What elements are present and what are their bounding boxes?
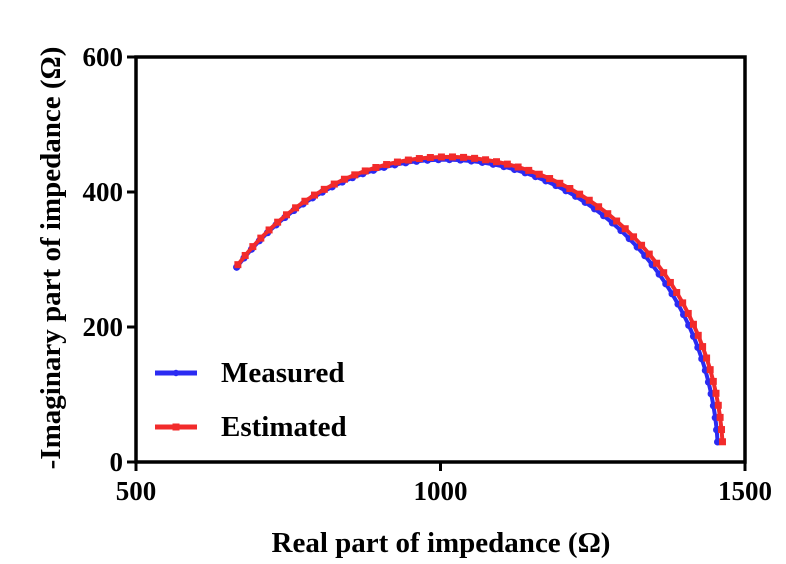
data-point-estimated [556,179,564,187]
data-point-estimated [645,250,653,258]
data-point-estimated [383,161,391,169]
series-line-measured [235,157,720,443]
data-point-estimated [492,158,500,166]
data-point-estimated [234,261,242,269]
data-point-estimated [393,158,401,166]
y-tick-label: 600 [83,42,124,72]
data-point-estimated [320,185,328,193]
data-point-estimated [372,164,380,172]
y-tick-label: 400 [83,177,124,207]
legend-marker-estimated [172,423,180,431]
data-point-estimated [340,175,348,183]
data-point-estimated [301,197,309,205]
data-point-estimated [257,234,265,242]
data-point-estimated [679,299,687,307]
data-point-estimated [718,438,726,446]
x-tick-label: 1500 [718,476,772,506]
y-tick-label: 200 [83,312,124,342]
data-point-estimated [546,175,554,183]
data-point-estimated [437,153,445,161]
data-point-estimated [535,170,543,178]
data-point-estimated [666,278,674,286]
data-point-estimated [585,196,593,204]
data-point-estimated [274,218,282,226]
data-point-estimated [426,154,434,162]
data-point-estimated [361,167,369,175]
y-axis-title: -Imaginary part of impedance (Ω) [35,47,67,470]
data-point-estimated [310,191,318,199]
data-point-estimated [503,160,511,168]
data-point-estimated [330,180,338,188]
data-point-estimated [694,331,702,339]
data-point-estimated [292,204,300,212]
data-point-estimated [482,156,490,164]
data-point-estimated [471,154,479,162]
x-tick-label: 500 [116,476,157,506]
legend-marker-measured [172,369,180,377]
legend-label-measured: Measured [221,357,345,389]
data-point-estimated [525,166,533,174]
data-point-estimated [282,211,290,219]
data-point-estimated [714,401,722,409]
data-point-estimated [630,233,638,241]
data-point-estimated [718,426,726,434]
data-point-estimated [673,289,681,297]
legend: Measured Estimated [155,357,347,443]
legend-item-measured: Measured [155,357,345,389]
data-point-estimated [448,153,456,161]
series-line-estimated [236,154,725,442]
data-point-estimated [712,389,720,397]
x-tick-label: 1000 [414,476,468,506]
data-point-estimated [699,343,707,351]
data-point-estimated [415,155,423,163]
legend-item-estimated: Estimated [155,411,347,443]
data-point-estimated [241,251,249,259]
data-point-estimated [265,226,273,234]
data-point-estimated [576,190,584,198]
data-point-estimated [706,366,714,374]
data-point-estimated [249,243,257,251]
data-point-estimated [716,413,724,421]
data-point-estimated [460,153,468,161]
data-point-estimated [689,320,697,328]
data-point-estimated [703,354,711,362]
data-point-estimated [604,210,612,218]
data-point-estimated [621,225,629,233]
data-point-estimated [709,377,717,385]
data-point-estimated [351,171,359,179]
x-axis-title: Real part of impedance (Ω) [272,527,611,559]
data-point-estimated [638,241,646,249]
legend-label-estimated: Estimated [221,411,347,443]
data-point-estimated [660,269,668,277]
ticks-layer: 500 1000 1500 0 200 400 600 [83,42,773,506]
series-layer [233,153,726,446]
data-point-estimated [404,156,412,164]
data-point-estimated [514,163,522,171]
data-point-estimated [613,217,621,225]
data-point-estimated [595,203,603,211]
data-point-estimated [653,259,661,267]
y-tick-label: 0 [110,447,124,477]
data-point-estimated [566,185,574,193]
data-point-estimated [684,309,692,317]
